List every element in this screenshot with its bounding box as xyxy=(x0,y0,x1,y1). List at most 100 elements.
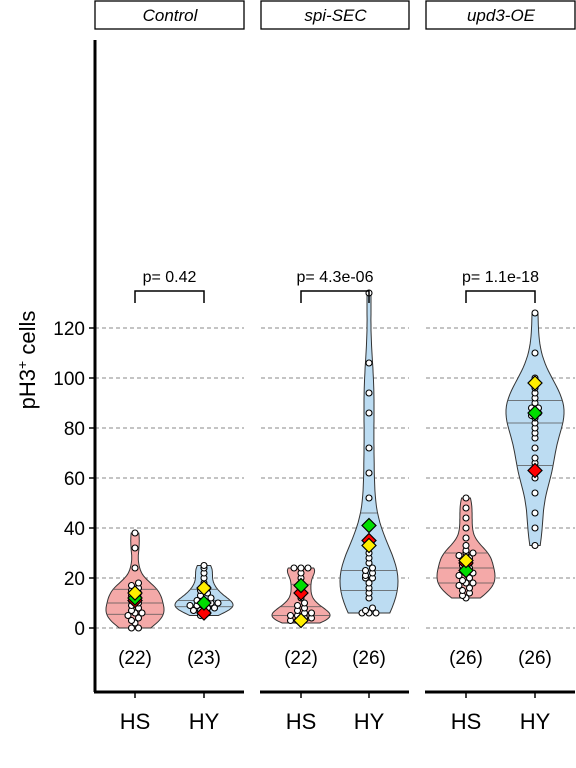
data-point xyxy=(286,611,295,620)
y-tick-label: 80 xyxy=(64,419,85,440)
n-label: (22) xyxy=(118,648,152,669)
data-point xyxy=(365,469,373,477)
y-axis-title: pH3+ cells xyxy=(14,311,40,410)
data-point xyxy=(127,581,136,590)
data-point xyxy=(214,599,222,607)
data-point xyxy=(361,606,370,615)
data-point xyxy=(207,594,215,602)
summary-marker-yellow xyxy=(527,375,543,391)
mean-marker xyxy=(458,562,474,579)
summary-marker-yellow xyxy=(458,552,474,569)
x-tick-label: HS xyxy=(451,709,482,734)
axes xyxy=(89,40,575,698)
data-point xyxy=(124,611,132,620)
facet-label: spi-SEC xyxy=(304,6,367,25)
data-point xyxy=(293,601,302,610)
data-point xyxy=(465,584,474,592)
p-value-label: p= 4.3e-06 xyxy=(297,269,374,286)
plot-area xyxy=(105,289,565,632)
data-point xyxy=(372,609,380,617)
mean-marker xyxy=(196,595,212,611)
mean-marker xyxy=(361,517,377,534)
data-point xyxy=(531,489,539,497)
data-point xyxy=(200,561,208,570)
median-marker xyxy=(527,462,543,479)
p-value-label: p= 0.42 xyxy=(143,269,197,286)
data-point xyxy=(127,616,136,625)
data-point xyxy=(531,444,539,452)
data-point xyxy=(307,609,316,617)
y-tick-label: 100 xyxy=(53,369,85,390)
data-point xyxy=(365,389,373,397)
summary-marker-yellow xyxy=(293,612,309,629)
significance-bracket xyxy=(134,290,205,303)
data-point xyxy=(531,454,539,462)
data-point xyxy=(462,524,470,532)
data-point xyxy=(462,504,470,512)
y-tick-label: 120 xyxy=(53,319,85,340)
significance-bracket xyxy=(465,290,536,303)
summary-marker-yellow xyxy=(361,537,377,554)
y-tick-label: 60 xyxy=(64,469,85,490)
data-point xyxy=(131,544,139,552)
data-point xyxy=(131,564,139,572)
data-point xyxy=(365,359,373,367)
summary-marker-yellow xyxy=(127,585,143,601)
data-point xyxy=(189,606,198,615)
data-point xyxy=(134,624,143,632)
data-point xyxy=(134,579,143,587)
x-tick-label: HY xyxy=(520,709,551,734)
data-point xyxy=(531,509,539,517)
n-label: (23) xyxy=(187,648,221,669)
data-point xyxy=(368,604,377,612)
data-point xyxy=(531,349,539,357)
data-point xyxy=(455,551,463,560)
x-tick-label: HY xyxy=(354,709,385,734)
facet-strip xyxy=(94,0,245,30)
data-point xyxy=(531,524,539,532)
data-point xyxy=(458,586,467,595)
data-point xyxy=(462,514,470,522)
data-point xyxy=(368,564,377,572)
data-point xyxy=(290,564,298,572)
p-value-label: p= 1.1e-18 xyxy=(462,269,539,286)
gridlines xyxy=(95,327,575,629)
x-tick-label: HS xyxy=(286,709,317,734)
data-point xyxy=(365,494,373,502)
n-label: (26) xyxy=(518,648,552,669)
data-point xyxy=(361,566,370,575)
data-point xyxy=(134,614,143,622)
y-tick-label: 20 xyxy=(64,569,85,590)
n-label: (26) xyxy=(449,648,483,669)
facet-strip xyxy=(260,0,410,30)
data-point xyxy=(462,534,470,542)
data-point xyxy=(365,579,373,587)
data-point xyxy=(531,541,539,550)
facet-label: Control xyxy=(143,6,199,25)
n-label: (26) xyxy=(352,648,386,669)
violin-hs xyxy=(105,532,165,629)
labels: Control p= 0.42 (22) HS (23) HY spi-SEC p= 4.3e… xyxy=(53,0,576,734)
summary-marker-yellow xyxy=(196,580,212,596)
y-tick-label: 0 xyxy=(74,619,85,640)
data-point xyxy=(300,599,309,607)
data-point xyxy=(531,309,539,317)
significance-bracket xyxy=(300,290,370,303)
data-point xyxy=(186,601,194,610)
n-label: (22) xyxy=(284,648,318,669)
data-point xyxy=(465,574,474,582)
data-point xyxy=(469,549,477,557)
data-point xyxy=(458,576,467,585)
data-point xyxy=(365,409,373,417)
data-point xyxy=(469,579,477,587)
y-tick-label: 40 xyxy=(64,519,85,540)
x-tick-label: HS xyxy=(120,709,151,734)
x-tick-label: HY xyxy=(189,709,220,734)
facet-strip xyxy=(425,0,576,30)
data-point xyxy=(365,444,373,452)
data-point xyxy=(455,571,463,580)
facet-label: upd3-OE xyxy=(467,6,536,25)
median-marker xyxy=(196,605,212,621)
data-point xyxy=(138,609,146,617)
